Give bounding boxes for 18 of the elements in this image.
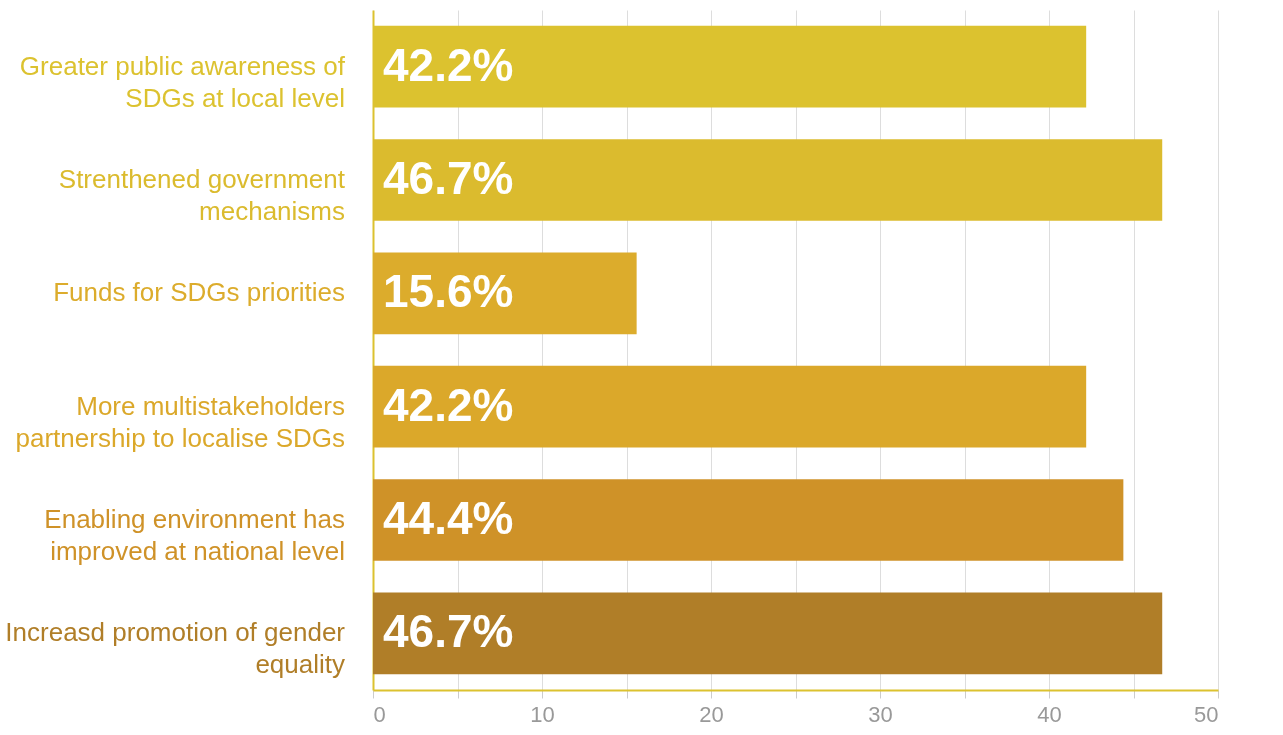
data-label: 44.4% bbox=[383, 492, 514, 544]
data-label: 15.6% bbox=[383, 265, 514, 318]
y-tick-label: Increasd promotion of gender equality bbox=[5, 617, 346, 680]
y-tick-label: Funds for SDGs priorities bbox=[53, 277, 345, 308]
data-label: 46.7% bbox=[383, 152, 514, 204]
x-tick-label: 10 bbox=[530, 701, 555, 727]
data-label: 42.2% bbox=[383, 378, 514, 431]
x-tick-label: 50 bbox=[1194, 701, 1219, 727]
data-label: 46.7% bbox=[383, 605, 514, 658]
data-label: 42.2% bbox=[383, 38, 514, 91]
x-tick-label: 30 bbox=[868, 701, 893, 727]
y-tick-label: Strenthened government mechanisms bbox=[58, 164, 346, 226]
y-tick-label: Enabling environment has improved at national level bbox=[44, 504, 345, 566]
x-tick-label: 0 bbox=[373, 701, 386, 727]
x-tick-label: 20 bbox=[699, 701, 724, 727]
x-tick-label: 40 bbox=[1037, 701, 1062, 727]
y-tick-label: More multistakeholders partnership to localise SDGs bbox=[15, 390, 345, 453]
y-tick-label: Greater public awareness of SDGs at local level bbox=[19, 50, 346, 113]
